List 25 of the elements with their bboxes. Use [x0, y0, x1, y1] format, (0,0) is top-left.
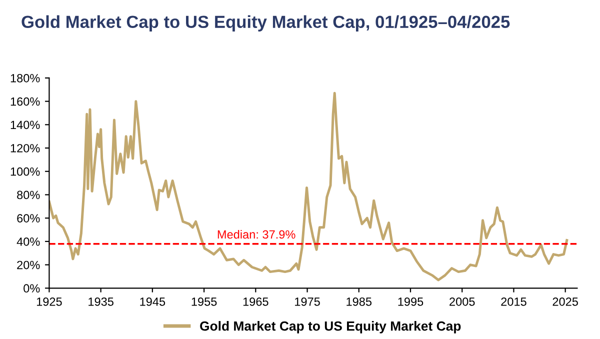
y-tick-label: 60%	[17, 214, 40, 222]
x-tick-label: 1975	[295, 297, 320, 306]
x-tick-label: 1925	[36, 297, 62, 306]
x-tick-label: 2005	[450, 297, 475, 306]
y-tick-label: 0%	[24, 284, 40, 293]
y-tick-label: 100%	[10, 167, 40, 176]
ref-line-label: Median: 37.9%	[218, 230, 296, 239]
y-tick-label: 160%	[10, 97, 40, 106]
x-tick-label: 1945	[140, 297, 166, 306]
x-tick-label: 1955	[192, 297, 217, 306]
y-tick-label: 180%	[10, 74, 40, 82]
chart-title: Gold Market Cap to US Equity Market Cap, 01/1925–04/2025	[22, 15, 510, 32]
x-tick-label: 2015	[501, 297, 526, 306]
x-tick-label: 1935	[88, 297, 114, 306]
y-tick-label: 80%	[17, 190, 40, 200]
line-series	[49, 92, 568, 282]
y-tick-label: 40%	[16, 237, 40, 246]
x-tick-label: 1985	[346, 297, 372, 306]
y-tick-label: 140%	[10, 120, 40, 130]
y-tick-label: 20%	[17, 260, 40, 270]
x-tick-label: 1995	[398, 297, 424, 306]
x-tick-label: 1965	[243, 297, 268, 306]
y-tick-label: 120%	[10, 144, 40, 152]
legend-label: Gold Market Cap to US Equity Market Cap	[200, 321, 461, 334]
x-tick-label: 2025	[552, 297, 578, 306]
